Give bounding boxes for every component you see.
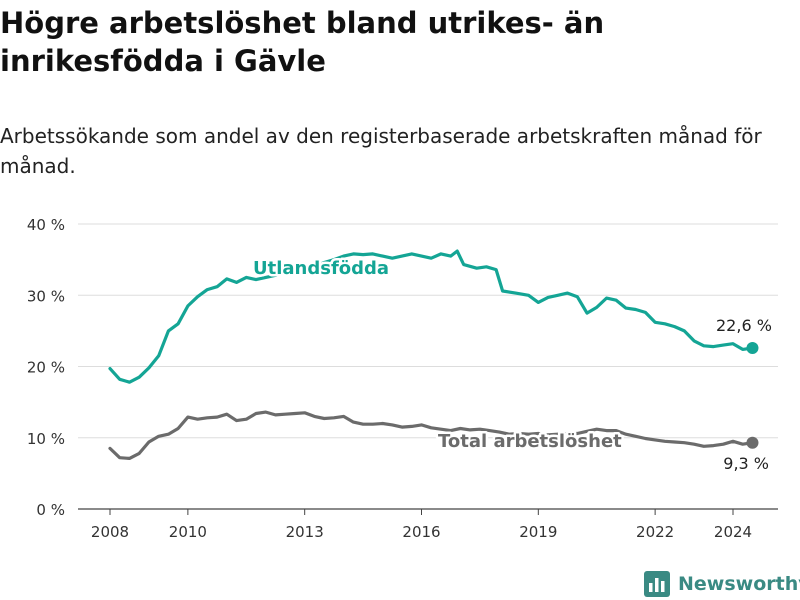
y-tick-label: 40 %	[27, 216, 65, 234]
x-tick-label: 2022	[636, 523, 674, 541]
series-line	[108, 410, 755, 460]
series-name-label: Total arbetslöshet	[438, 431, 622, 452]
series-end-value-label: 9,3 %	[723, 454, 769, 473]
x-tick-label: 2016	[402, 523, 440, 541]
x-axis: 2008 2010 2013 2016 2019 2022 2024	[91, 509, 752, 541]
y-tick-label: 30 %	[27, 287, 65, 305]
x-tick-label: 2024	[714, 523, 752, 541]
gridlines	[78, 223, 778, 510]
series-end-marker	[746, 341, 759, 354]
chart-title: Högre arbetslöshet bland utrikes- än inr…	[0, 6, 605, 78]
x-tick-label: 2019	[519, 523, 557, 541]
y-axis: 0 % 10 % 20 % 30 % 40 %	[27, 216, 65, 519]
series-end-marker	[746, 436, 759, 449]
y-tick-label: 20 %	[27, 359, 65, 377]
x-tick-label: 2010	[169, 523, 207, 541]
y-tick-label: 0 %	[36, 501, 65, 519]
y-tick-label: 10 %	[27, 430, 65, 448]
brand-name: Newsworthy	[678, 573, 800, 595]
chart-subtitle: Arbetssökande som andel av den registerb…	[0, 124, 762, 178]
series-labels: Utlandsfödda 22,6 % Total arbetslöshet 9,3 …	[251, 256, 774, 476]
series-lines	[108, 249, 759, 460]
x-tick-label: 2008	[91, 523, 129, 541]
series-line	[108, 249, 755, 384]
bar-chart-icon	[644, 571, 670, 597]
newsworthy-logo: Newsworthy	[644, 570, 800, 598]
series-end-value-label: 22,6 %	[716, 316, 772, 335]
x-tick-label: 2013	[286, 523, 324, 541]
series-name-label: Utlandsfödda	[253, 258, 389, 279]
